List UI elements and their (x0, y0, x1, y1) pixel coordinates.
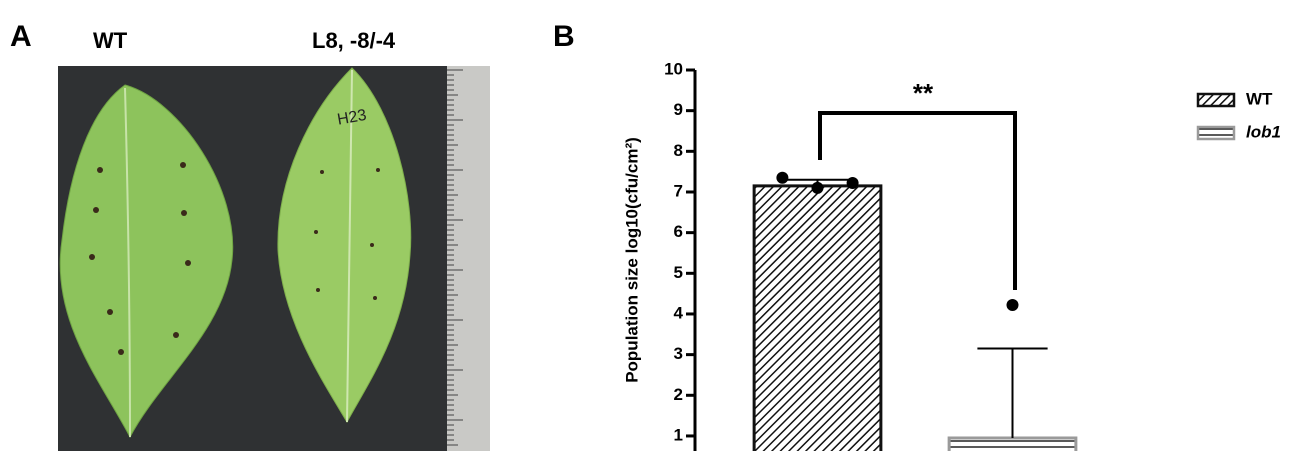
y-tick-label: 5 (674, 263, 683, 282)
legend-label: lob1 (1246, 122, 1281, 141)
legend-swatch (1198, 94, 1234, 106)
y-tick-label: 8 (674, 141, 683, 160)
y-tick-label: 6 (674, 222, 683, 241)
bar (754, 186, 881, 451)
bar (949, 438, 1076, 451)
photo-label: WT (93, 28, 128, 53)
y-tick-label: 9 (674, 100, 683, 119)
figure: A WT L8, -8/-4 B H23 Population size log… (0, 0, 1295, 451)
y-tick-label: 3 (674, 344, 683, 363)
leaf-photo: H23 (58, 66, 490, 451)
data-point (847, 177, 859, 189)
data-point (776, 172, 788, 184)
panel-label: A (10, 20, 32, 53)
panel-label: B (553, 20, 575, 53)
error-bar (977, 349, 1047, 438)
y-tick-label: 7 (674, 181, 683, 200)
y-axis-label: Population size log10(cfu/cm²) (622, 137, 641, 383)
legend-label: WT (1246, 89, 1273, 108)
photo-label: L8, -8/-4 (312, 28, 396, 53)
data-point (812, 182, 824, 194)
legend-swatch (1198, 127, 1234, 139)
y-tick-label: 10 (664, 59, 683, 78)
significance-label: ** (913, 78, 934, 108)
y-tick-label: 1 (674, 425, 683, 444)
y-tick-label: 2 (674, 385, 683, 404)
data-point (1007, 299, 1019, 311)
y-tick-label: 4 (674, 303, 684, 322)
